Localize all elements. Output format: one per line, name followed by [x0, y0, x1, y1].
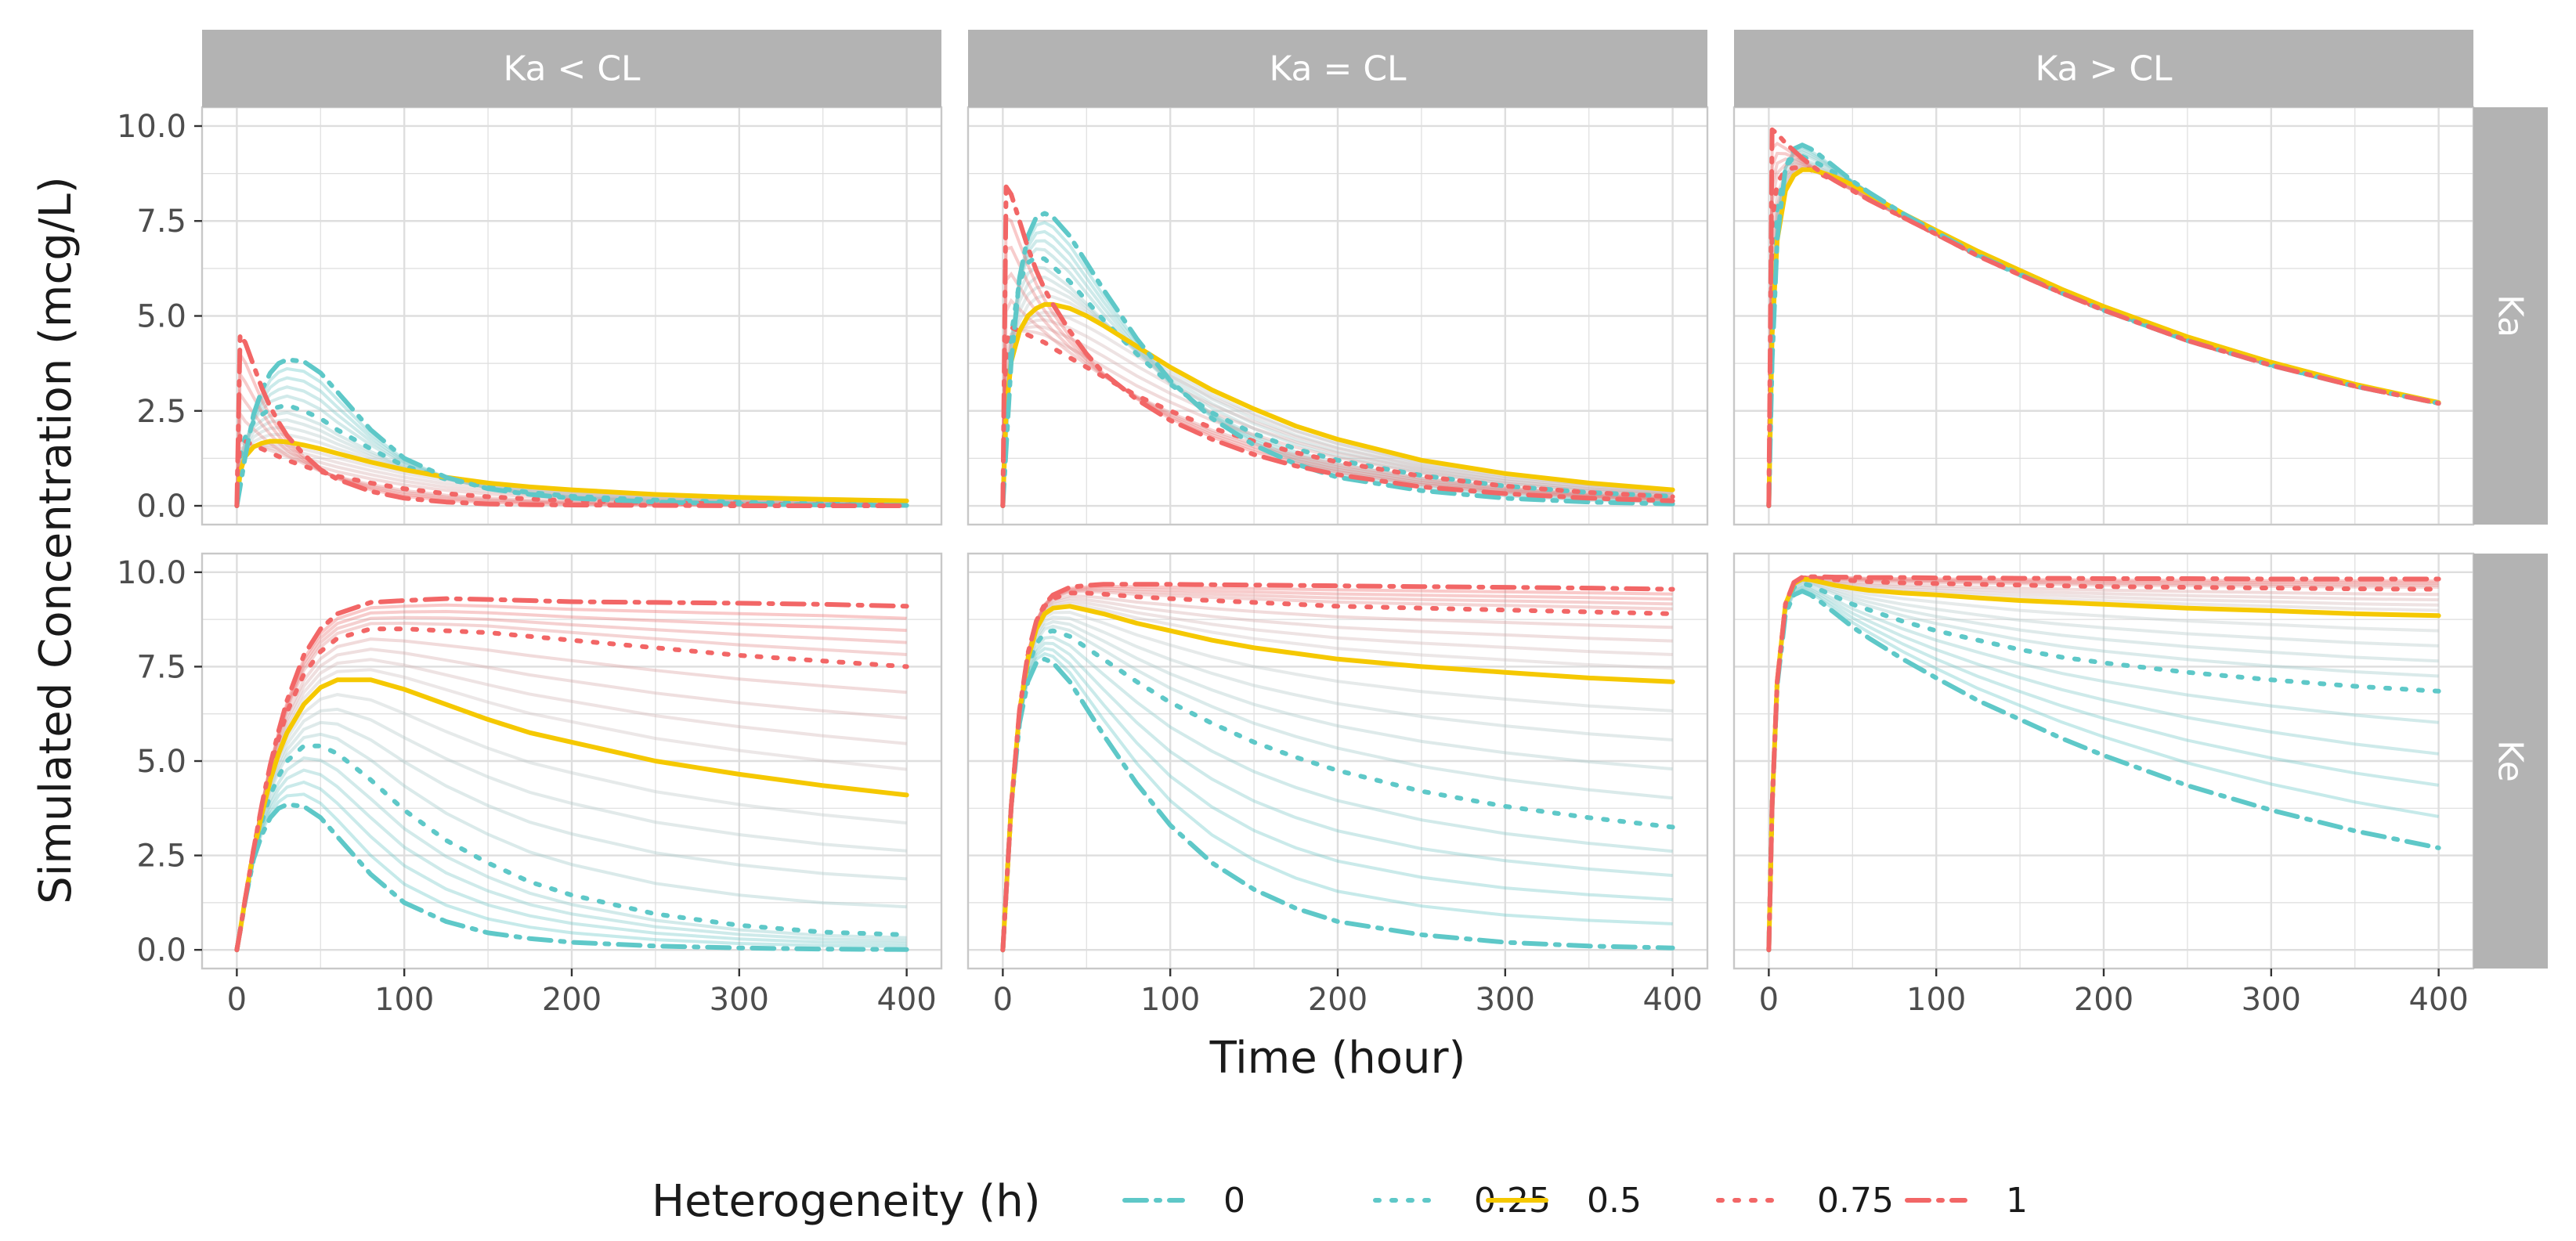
strip-row-bg [2473, 107, 2548, 525]
strip-col-bg [1734, 30, 2473, 107]
series-line-h-0_75 [1000, 590, 1675, 953]
series-line-h-0_5 [234, 438, 909, 508]
x-tick-label: 100 [1906, 982, 1966, 1018]
axes: 0.0 2.5 5.0 7.5 10.0 0 100 200 300 400 0.0 2.5 5.0 7.… [117, 109, 2469, 1018]
strip-row-bg [2473, 554, 2548, 969]
legend-title: Heterogeneity (h) [652, 1176, 1041, 1227]
series-line-h-0_75 [1766, 575, 2441, 953]
series-line-h-1 [234, 596, 909, 953]
y-tick-label: 2.5 [136, 394, 186, 430]
facet-panel [1732, 552, 2475, 970]
facet-panel [201, 552, 943, 970]
series-line-h-0 [1000, 211, 1675, 508]
x-tick-label: 300 [2242, 982, 2301, 1018]
x-tick-label: 0 [1759, 982, 1779, 1018]
y-tick-label: 0.0 [136, 933, 186, 969]
x-tick-label: 200 [1308, 982, 1367, 1018]
facet-strips: Ka < CL Ka = CL Ka > CL Ka Ke [202, 30, 2548, 969]
y-tick-label: 10.0 [117, 555, 186, 591]
x-tick-label: 300 [710, 982, 769, 1018]
series-line-faint [235, 418, 907, 507]
y-tick-label: 5.0 [136, 744, 186, 780]
x-tick-label: 0 [993, 982, 1013, 1018]
x-tick-label: 100 [374, 982, 434, 1018]
y-tick-label: 2.5 [136, 839, 186, 875]
series-line-faint [235, 425, 907, 507]
y-tick-label: 5.0 [136, 299, 186, 335]
y-axis-title: Simulated Concentration (mcg/L) [31, 176, 81, 904]
series-line-h-0 [1000, 656, 1675, 953]
y-tick-label: 7.5 [136, 204, 186, 240]
series-line-h-0_75 [1000, 325, 1675, 508]
strip-row-label: Ka [2491, 294, 2531, 337]
x-tick-label: 200 [542, 982, 602, 1018]
series-line-faint [1001, 215, 1673, 507]
gridlines [1734, 107, 2473, 525]
x-tick-label: 400 [1642, 982, 1702, 1018]
gridlines [1734, 554, 2473, 969]
x-tick-label: 400 [2408, 982, 2468, 1018]
series-line-h-1 [1000, 582, 1675, 953]
series-line-h-0 [234, 802, 909, 953]
strip-row-label: Ke [2491, 740, 2531, 782]
series-line-faint [1001, 329, 1673, 507]
legend-label: 0 [1223, 1181, 1245, 1221]
series-line-h-0_5 [1000, 301, 1675, 508]
facet-panel [966, 552, 1709, 970]
series-line-h-1 [1766, 574, 2441, 953]
x-tick-label: 400 [876, 982, 936, 1018]
y-tick-label: 10.0 [117, 109, 186, 145]
series-line-h-0_5 [1766, 576, 2441, 953]
strip-col-label: Ka > CL [2035, 49, 2173, 89]
strip-col-bg [968, 30, 1707, 107]
legend: Heterogeneity (h) 0 0.25 0.5 0.75 1 [652, 1176, 2028, 1227]
gridlines [202, 554, 941, 969]
x-axis-title: Time (hour) [1209, 1033, 1466, 1084]
x-tick-label: 200 [2074, 982, 2133, 1018]
series-line-h-0_75 [234, 431, 909, 508]
series-line-h-1 [234, 332, 909, 508]
series-line-h-0_25 [234, 402, 909, 508]
series-line-h-0 [234, 357, 909, 508]
gridlines [968, 554, 1707, 969]
series-line-h-1 [1000, 184, 1675, 508]
series-line-h-1 [1766, 127, 2441, 508]
facet-panel [201, 106, 943, 526]
legend-label: 1 [2006, 1181, 2028, 1221]
strip-col-bg [202, 30, 941, 107]
series-line-h-0 [1766, 589, 2441, 953]
x-tick-label: 300 [1476, 982, 1535, 1018]
x-tick-label: 100 [1140, 982, 1200, 1018]
x-tick-label: 0 [227, 982, 247, 1018]
facet-panel [966, 106, 1709, 526]
y-tick-label: 0.0 [136, 489, 186, 525]
series-line-faint [235, 410, 907, 507]
strip-col-label: Ka = CL [1269, 49, 1407, 89]
legend-label: 0.75 [1817, 1181, 1894, 1221]
strip-col-label: Ka < CL [503, 49, 641, 89]
legend-label: 0.5 [1587, 1181, 1642, 1221]
y-tick-label: 7.5 [136, 649, 186, 685]
